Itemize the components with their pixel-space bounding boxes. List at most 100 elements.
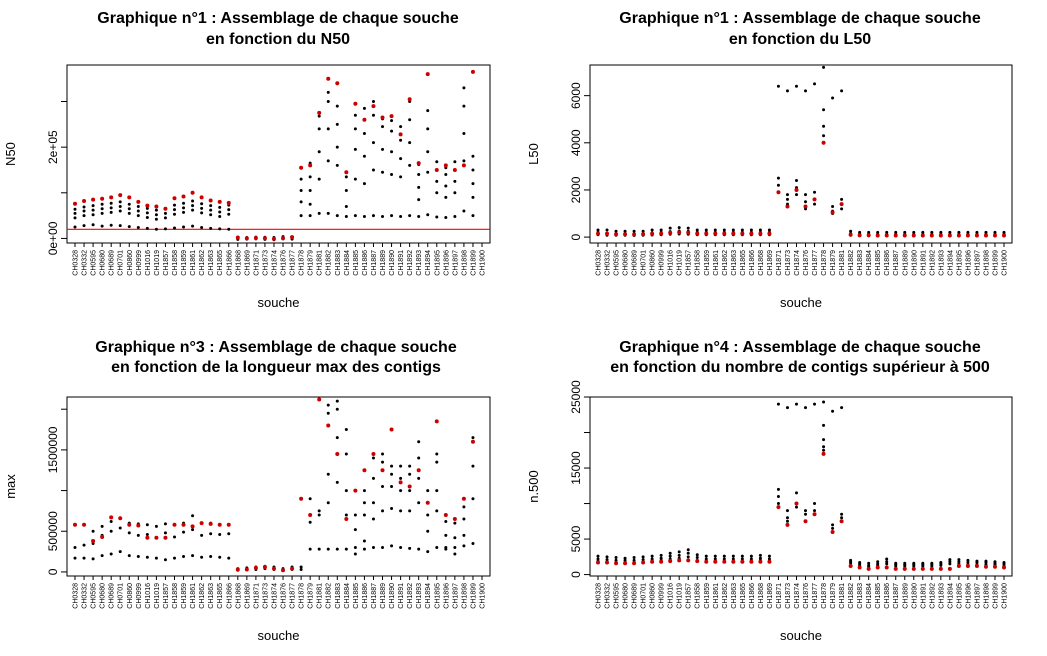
x-axis-label: souche xyxy=(258,628,300,643)
data-point-black xyxy=(145,215,149,219)
data-point-black xyxy=(344,489,348,493)
x-tick-label: CH1900 xyxy=(1002,583,1009,609)
data-point-red xyxy=(956,233,961,238)
data-point-red xyxy=(920,566,925,571)
data-point-black xyxy=(381,125,385,129)
data-point-black xyxy=(408,509,412,513)
data-point-red xyxy=(794,187,799,192)
data-point-red xyxy=(163,535,168,540)
data-point-black xyxy=(218,205,222,209)
data-point-black xyxy=(632,558,636,562)
data-point-black xyxy=(641,555,645,559)
data-point-red xyxy=(244,236,249,241)
y-tick-label: 4000 xyxy=(569,129,583,156)
data-point-black xyxy=(471,464,475,468)
data-point-black xyxy=(804,193,808,197)
x-tick-label: CH1858 xyxy=(172,583,179,609)
x-tick-label: CH1868 xyxy=(235,583,242,609)
data-point-black xyxy=(462,104,466,108)
data-point-black xyxy=(831,523,835,527)
x-tick-label: CH1891 xyxy=(398,250,405,276)
data-point-black xyxy=(362,547,366,551)
data-point-red xyxy=(371,451,376,456)
data-point-black xyxy=(209,554,213,558)
data-point-red xyxy=(650,231,655,236)
data-point-black xyxy=(209,208,213,212)
data-point-black xyxy=(82,543,86,547)
data-point-red xyxy=(983,564,988,569)
data-point-red xyxy=(740,559,745,564)
data-point-black xyxy=(317,114,321,118)
data-point-black xyxy=(399,509,403,513)
chart-subtitle: en fonction du nombre de contigs supérie… xyxy=(610,359,990,376)
data-point-black xyxy=(335,399,339,403)
data-point-black xyxy=(390,506,394,510)
data-point-black xyxy=(326,211,330,215)
data-point-red xyxy=(154,535,159,540)
x-tick-label: CH1884 xyxy=(866,583,873,609)
x-tick-label: CH1874 xyxy=(794,250,801,276)
data-point-black xyxy=(804,512,808,516)
data-point-red xyxy=(308,512,313,517)
x-tick-label: CH1859 xyxy=(704,583,711,609)
data-point-black xyxy=(371,113,375,117)
y-tick-label: 2e+05 xyxy=(46,130,60,164)
data-point-black xyxy=(813,402,817,406)
data-point-black xyxy=(308,189,312,193)
x-tick-label: CH1862 xyxy=(722,250,729,276)
x-tick-label: CH1866 xyxy=(749,583,756,609)
data-point-red xyxy=(893,566,898,571)
x-tick-label: CH1871 xyxy=(253,583,260,609)
data-point-red xyxy=(290,566,295,571)
x-tick-label: CH1892 xyxy=(407,250,414,276)
data-point-black xyxy=(876,560,880,564)
data-point-black xyxy=(326,411,330,415)
data-point-red xyxy=(866,566,871,571)
x-tick-label: CH1885 xyxy=(353,250,360,276)
data-point-red xyxy=(866,233,871,238)
data-point-red xyxy=(461,496,466,501)
data-point-black xyxy=(100,211,104,215)
data-point-black xyxy=(82,224,86,228)
x-tick-label: CH1887 xyxy=(893,250,900,276)
data-point-black xyxy=(435,460,439,464)
x-tick-label: CH0689 xyxy=(632,250,639,276)
x-tick-label: CH1886 xyxy=(884,583,891,609)
x-tick-label: CH1877 xyxy=(812,250,819,276)
data-point-black xyxy=(371,546,375,550)
data-point-black xyxy=(399,138,403,142)
data-point-black xyxy=(91,208,95,212)
data-point-black xyxy=(417,215,421,219)
chart-subtitle: en fonction du N50 xyxy=(206,31,350,48)
data-point-red xyxy=(434,419,439,424)
x-tick-label: CH1877 xyxy=(290,583,297,609)
data-point-red xyxy=(317,110,322,115)
data-point-black xyxy=(362,513,366,517)
data-point-red xyxy=(425,500,430,505)
x-tick-label: CH1871 xyxy=(253,250,260,276)
data-point-red xyxy=(217,199,222,204)
x-tick-label: CH1865 xyxy=(740,250,747,276)
data-point-black xyxy=(435,160,439,164)
data-point-black xyxy=(362,215,366,219)
data-point-black xyxy=(785,509,789,513)
data-point-red xyxy=(695,231,700,236)
data-point-black xyxy=(668,551,672,555)
data-point-black xyxy=(939,563,943,567)
data-point-red xyxy=(848,564,853,569)
data-point-red xyxy=(145,535,150,540)
data-point-black xyxy=(335,214,339,218)
x-tick-label: CH1871 xyxy=(776,250,783,276)
x-tick-label: CH1879 xyxy=(308,583,315,609)
data-point-black xyxy=(462,533,466,537)
data-point-black xyxy=(462,159,466,163)
data-point-black xyxy=(317,513,321,517)
data-point-black xyxy=(471,168,475,172)
data-point-red xyxy=(353,101,358,106)
x-tick-label: CH1862 xyxy=(199,250,206,276)
data-point-black xyxy=(200,206,204,210)
data-point-black xyxy=(668,226,672,230)
x-tick-label: CH1886 xyxy=(884,250,891,276)
data-point-black xyxy=(794,505,798,509)
